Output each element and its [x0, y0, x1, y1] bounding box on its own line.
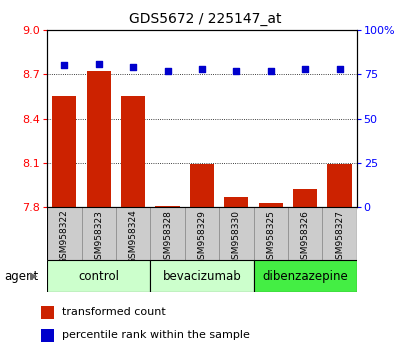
Text: GSM958324: GSM958324	[128, 210, 137, 264]
Bar	[41, 306, 54, 319]
Text: GSM958325: GSM958325	[265, 210, 274, 265]
Text: GSM958322: GSM958322	[60, 210, 69, 264]
Bar	[150, 260, 253, 292]
Text: transformed count: transformed count	[62, 307, 165, 318]
Text: agent: agent	[4, 270, 38, 282]
Text: GSM958330: GSM958330	[231, 210, 240, 265]
Bar	[52, 96, 76, 207]
Point	[335, 66, 342, 72]
Point	[61, 63, 67, 68]
Bar	[47, 260, 150, 292]
Text: GSM958328: GSM958328	[163, 210, 172, 265]
Point	[198, 66, 204, 72]
Point	[164, 68, 171, 74]
Text: dibenzazepine: dibenzazepine	[262, 270, 347, 282]
Point	[232, 68, 239, 74]
Bar	[224, 197, 248, 207]
Bar	[116, 207, 150, 260]
Point	[267, 68, 273, 74]
Point	[95, 61, 102, 67]
Text: GSM958323: GSM958323	[94, 210, 103, 265]
Bar	[47, 207, 81, 260]
Bar	[287, 207, 321, 260]
Bar	[150, 207, 184, 260]
Bar	[253, 207, 287, 260]
Text: control: control	[78, 270, 119, 282]
Text: GSM958329: GSM958329	[197, 210, 206, 265]
Bar	[321, 207, 356, 260]
Bar	[253, 260, 356, 292]
Point	[301, 66, 308, 72]
Bar	[189, 164, 213, 207]
Bar	[86, 72, 110, 207]
Text: ▶: ▶	[29, 271, 37, 281]
Text: GSM958326: GSM958326	[300, 210, 309, 265]
Bar	[41, 329, 54, 342]
Bar	[81, 207, 116, 260]
Bar	[292, 189, 317, 207]
Text: percentile rank within the sample: percentile rank within the sample	[62, 330, 249, 341]
Bar	[155, 206, 179, 207]
Bar	[184, 207, 218, 260]
Point	[130, 64, 136, 70]
Text: bevacizumab: bevacizumab	[162, 270, 241, 282]
Bar	[121, 96, 145, 207]
Bar	[327, 164, 351, 207]
Text: GDS5672 / 225147_at: GDS5672 / 225147_at	[128, 12, 281, 27]
Bar	[218, 207, 253, 260]
Text: GSM958327: GSM958327	[334, 210, 343, 265]
Bar	[258, 202, 282, 207]
